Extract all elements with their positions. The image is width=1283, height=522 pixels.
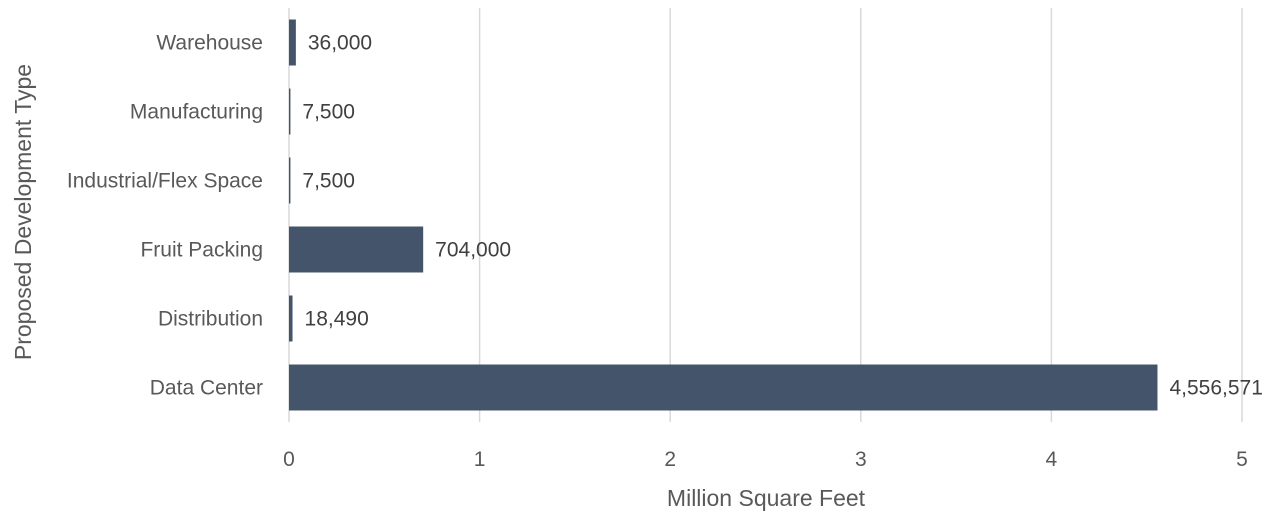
bar-distribution bbox=[289, 295, 293, 342]
x-tick-label-5: 5 bbox=[1236, 448, 1248, 471]
x-tick-label-0: 0 bbox=[283, 448, 295, 471]
bar-manufacturing bbox=[289, 88, 291, 135]
category-label-distribution: Distribution bbox=[158, 308, 263, 331]
y-axis-title: Proposed Development Type bbox=[10, 64, 36, 360]
category-label-data-center: Data Center bbox=[150, 377, 263, 400]
category-label-warehouse: Warehouse bbox=[156, 32, 263, 55]
x-tick-label-4: 4 bbox=[1046, 448, 1058, 471]
category-label-manufacturing: Manufacturing bbox=[130, 101, 263, 124]
x-tick-label-2: 2 bbox=[664, 448, 676, 471]
category-label-fruit-packing: Fruit Packing bbox=[140, 239, 263, 262]
bars bbox=[289, 19, 1158, 411]
bar-industrial-flex-space bbox=[289, 157, 291, 204]
data-label-data-center: 4,556,571 bbox=[1169, 377, 1262, 400]
bar-warehouse bbox=[289, 19, 296, 66]
bar-data-center bbox=[289, 364, 1158, 411]
x-tick-labels: 0 1 2 3 4 5 bbox=[283, 448, 1248, 471]
x-axis-title: Million Square Feet bbox=[667, 485, 866, 511]
category-label-industrial-flex-space: Industrial/Flex Space bbox=[67, 170, 263, 193]
bar-fruit-packing bbox=[289, 226, 424, 273]
x-tick-label-3: 3 bbox=[855, 448, 867, 471]
x-tick-label-1: 1 bbox=[474, 448, 486, 471]
category-labels: Warehouse Manufacturing Industrial/Flex Sp… bbox=[67, 32, 263, 400]
data-label-warehouse: 36,000 bbox=[308, 32, 372, 55]
data-label-fruit-packing: 704,000 bbox=[435, 239, 511, 262]
data-label-manufacturing: 7,500 bbox=[302, 101, 355, 124]
data-label-industrial-flex-space: 7,500 bbox=[302, 170, 355, 193]
gridlines bbox=[288, 8, 1243, 422]
data-label-distribution: 18,490 bbox=[305, 308, 369, 331]
data-labels: 36,000 7,500 7,500 704,000 18,490 4,556,571 bbox=[302, 32, 1262, 400]
